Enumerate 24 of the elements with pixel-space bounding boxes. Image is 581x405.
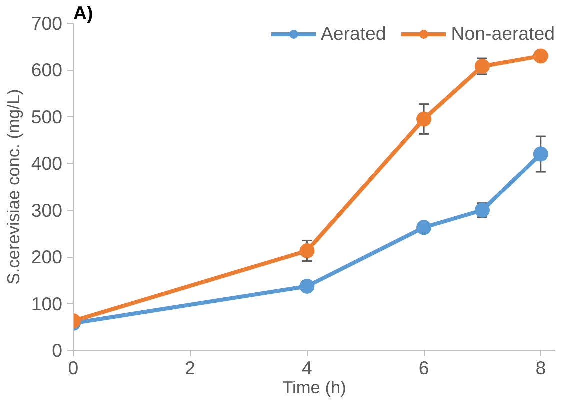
x-axis-title: Time (h) (282, 378, 346, 398)
legend-label: Non-aerated (451, 23, 555, 45)
y-axis-title: S.cerevisiae conc. (mg/L) (3, 89, 24, 285)
x-tick-label: 0 (68, 358, 79, 378)
x-tick-label: 6 (418, 358, 430, 378)
x-tick-label: 8 (536, 358, 546, 378)
y-tick-label: 300 (31, 200, 63, 221)
x-tick-label: 2 (185, 358, 196, 378)
annotation: A) (74, 2, 94, 24)
point (300, 279, 315, 294)
point (416, 220, 432, 236)
point (533, 48, 548, 64)
y-tick-label: 0 (52, 340, 63, 361)
y-tick-label: 100 (31, 293, 63, 314)
point (416, 112, 432, 127)
y-tick-label: 400 (31, 153, 63, 174)
y-tick-label: 700 (31, 13, 63, 34)
point (300, 244, 315, 258)
y-tick-label: 200 (31, 246, 63, 268)
point (533, 146, 548, 162)
y-tick-label: 500 (31, 106, 63, 128)
legend-label: Aerated (320, 23, 386, 45)
y-tick-label: 600 (31, 60, 63, 81)
x-tick-label: 4 (302, 358, 312, 378)
